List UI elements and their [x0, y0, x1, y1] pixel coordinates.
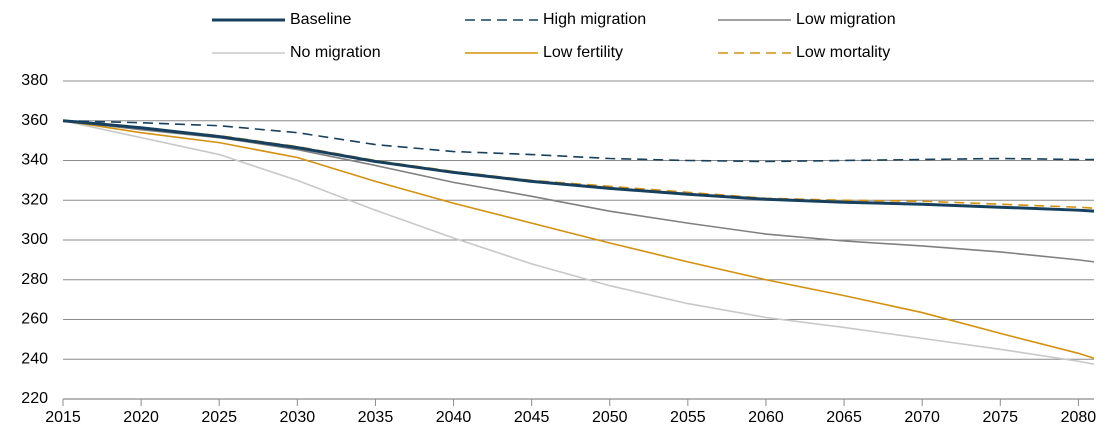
- legend-label: Low fertility: [543, 44, 623, 61]
- series-line: [62, 119, 1095, 366]
- x-tick-label: 2015: [45, 409, 81, 426]
- x-tick-label: 2045: [514, 409, 550, 426]
- legend-label: Baseline: [290, 11, 351, 28]
- x-tick-label: 2040: [436, 409, 472, 426]
- x-tick-label: 2070: [904, 409, 940, 426]
- x-tick-label: 2055: [670, 409, 706, 426]
- series-line: [62, 119, 1095, 360]
- y-tick-label: 340: [21, 152, 48, 169]
- y-tick-label: 320: [21, 191, 48, 208]
- series-line: [62, 119, 1094, 163]
- series-line: [62, 119, 1095, 209]
- y-tick-label: 260: [21, 311, 48, 328]
- x-tick-label: 2025: [201, 409, 237, 426]
- x-tick-label: 2065: [826, 409, 862, 426]
- y-tick-label: 220: [21, 390, 48, 407]
- legend-label: Low migration: [796, 11, 896, 28]
- legend-label: High migration: [543, 11, 646, 28]
- x-tick-label: 2020: [123, 409, 159, 426]
- x-tick-label: 2075: [982, 409, 1018, 426]
- y-tick-label: 360: [21, 112, 48, 129]
- y-tick-label: 240: [21, 350, 48, 367]
- legend-label: Low mortality: [796, 44, 890, 61]
- x-tick-label: 2035: [358, 409, 394, 426]
- x-tick-label: 2060: [748, 409, 784, 426]
- x-tick-label: 2030: [280, 409, 316, 426]
- y-tick-label: 300: [21, 231, 48, 248]
- x-tick-label: 2050: [592, 409, 628, 426]
- y-tick-label: 280: [21, 271, 48, 288]
- series-line: [62, 119, 1095, 213]
- y-tick-label: 380: [21, 72, 48, 89]
- legend-label: No migration: [290, 44, 381, 61]
- x-tick-label: 2080: [1061, 409, 1097, 426]
